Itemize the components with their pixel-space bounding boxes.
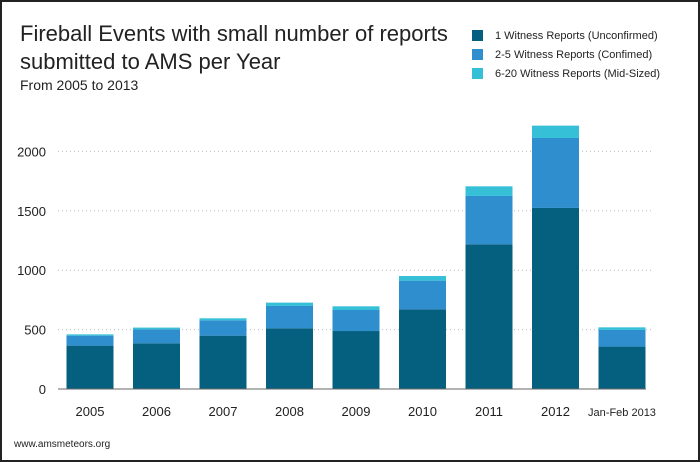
bar-2008-series-2 <box>266 302 313 306</box>
bar-2005-series-1 <box>66 335 114 346</box>
bar-2009-series-2 <box>332 306 380 310</box>
x-tick-label: Jan-Feb 2013 <box>588 407 656 419</box>
bar-2007-series-2 <box>199 318 247 321</box>
chart-subtitle: From 2005 to 2013 <box>20 77 139 93</box>
x-tick-label: 2010 <box>408 404 437 419</box>
legend-label: 2-5 Witness Reports (Confimed) <box>495 48 653 61</box>
x-tick-label: 2011 <box>475 404 503 419</box>
bar-2010-series-0 <box>399 309 446 389</box>
bar-jan-feb-2013-series-0 <box>598 346 646 389</box>
chart-title: Fireball Events with small number of rep… <box>20 21 448 74</box>
legend-swatch <box>472 30 483 41</box>
x-tick-label: 2009 <box>342 404 371 419</box>
bar-2010-series-2 <box>399 276 446 281</box>
legend-swatch <box>472 49 483 60</box>
bar-2005-series-2 <box>66 334 114 336</box>
bar-2012-series-1 <box>532 137 579 208</box>
bar-2011-series-1 <box>465 195 513 245</box>
legend: 1 Witness Reports (Unconfirmed) 2-5 Witn… <box>472 26 660 83</box>
y-tick-label: 500 <box>24 323 46 338</box>
bar-2009-series-1 <box>332 309 380 332</box>
bar-2007-series-1 <box>199 320 247 336</box>
bar-2006-series-0 <box>133 343 180 389</box>
bar-2011-series-0 <box>465 244 513 389</box>
legend-label: 6-20 Witness Reports (Mid-Sized) <box>495 67 661 80</box>
legend-item-2-5-witness: 2-5 Witness Reports (Confimed) <box>472 45 660 64</box>
x-tick-label: 2006 <box>142 404 171 419</box>
bar-2010-series-1 <box>399 280 446 310</box>
bar-2008-series-1 <box>266 305 313 329</box>
x-tick-label: 2008 <box>275 404 304 419</box>
y-tick-label: 0 <box>39 382 46 397</box>
bar-2006-series-2 <box>133 327 180 330</box>
bar-2011-series-2 <box>465 186 513 196</box>
bar-jan-feb-2013-series-2 <box>598 327 646 330</box>
x-tick-label: 2005 <box>76 404 105 419</box>
y-tick-label: 2000 <box>17 144 46 159</box>
bar-2012-series-2 <box>532 125 579 138</box>
x-tick-label: 2012 <box>541 404 570 419</box>
bar-2008-series-0 <box>266 328 313 389</box>
x-tick-label: 2007 <box>209 404 238 419</box>
bar-jan-feb-2013-series-1 <box>598 329 646 347</box>
legend-item-1-witness: 1 Witness Reports (Unconfirmed) <box>472 26 660 45</box>
bar-2009-series-0 <box>332 331 380 389</box>
bar-2012-series-0 <box>532 207 579 389</box>
y-tick-label: 1500 <box>17 204 46 219</box>
bar-2006-series-1 <box>133 329 180 344</box>
bar-2007-series-0 <box>199 335 247 389</box>
bar-2005-series-0 <box>66 345 114 389</box>
legend-item-6-20-witness: 6-20 Witness Reports (Mid-Sized) <box>472 64 660 83</box>
footer-url: www.amsmeteors.org <box>14 439 111 450</box>
legend-swatch <box>472 68 483 79</box>
legend-label: 1 Witness Reports (Unconfirmed) <box>495 29 658 42</box>
y-tick-label: 1000 <box>17 263 46 278</box>
